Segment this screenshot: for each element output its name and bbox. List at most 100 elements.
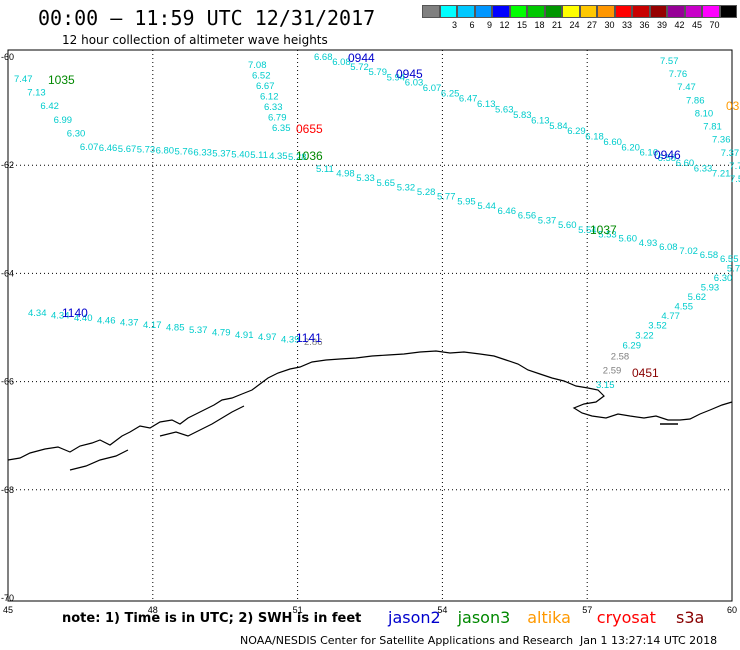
wave-height-label: 6.55 [720,254,739,265]
wave-height-label: 6.33 [694,163,713,174]
pass-time-label: 1036 [296,149,323,163]
wave-height-label: 6.56 [518,211,537,222]
legend-swatch [614,5,632,18]
wave-height-label: 5.37 [538,215,557,226]
wave-height-label: 6.67 [256,81,275,92]
lon-tick-label: 48 [148,605,158,615]
wave-height-label: 6.13 [477,99,496,110]
wave-height-label: 5.28 [417,187,436,198]
coastline [7,350,733,461]
wave-height-label: 4.77 [661,311,680,322]
pass-time-label: 0351 [726,99,740,113]
wave-height-label: 7.36 [712,135,731,146]
wave-height-label: 4.39 [281,335,300,346]
wave-height-label: 6.29 [567,126,586,137]
wave-height-label: 5.73 [137,145,156,156]
lon-tick-label: 54 [437,605,447,615]
coastline-inlet-2 [69,449,129,471]
wave-height-label: 6.33 [193,148,212,159]
legend-swatch [719,5,737,18]
legend-label: 33 [621,20,632,30]
wave-height-label: 5.95 [457,196,476,207]
wave-height-label: 6.29 [623,340,642,351]
wave-height-label: 7.58 [738,174,740,185]
satellite-legend-item: altika [527,608,571,627]
wave-height-label: 5.79 [369,67,388,78]
pass-time-label: 1037 [590,223,617,237]
pass-time-label: 0944 [348,51,375,65]
wave-height-label: 6.46 [498,206,517,217]
wave-height-label: 6.18 [585,132,604,143]
legend-label: 45 [691,20,702,30]
legend-label: 36 [639,20,650,30]
coastline-inlet [159,405,245,437]
pass-time-label: 1140 [62,306,88,320]
satellite-legend-item: jason2 [388,608,441,627]
wave-height-label: 5.72 [727,264,740,275]
wave-height-label: 4.37 [120,318,139,329]
lat-tick-label: -60 [1,52,14,62]
wave-height-label: 2.58 [611,351,630,362]
wave-height-label: 4.79 [212,327,231,338]
legend-label: 30 [604,20,615,30]
lon-tick-label: 51 [293,605,303,615]
wave-height-label: 7.37 [721,148,740,159]
wave-height-label: 4.46 [97,315,116,326]
wave-height-label: 7.76 [669,69,688,80]
wave-height-label: 2.86 [304,337,323,348]
wave-height-label: 6.30 [714,273,733,284]
wave-height-label: 5.53 [598,230,617,241]
wave-height-label: 6.60 [676,158,695,169]
wave-height-label: 7.7 [729,161,740,172]
legend-color-bar [422,5,740,18]
wave-height-label: 7.47 [677,82,696,93]
wave-height-label: 4.98 [336,169,355,180]
wave-height-label: 5.77 [437,192,456,203]
lat-tick-label: -66 [1,377,14,387]
wave-height-label: 6.99 [54,115,73,126]
wave-height-label: 7.47 [14,74,33,85]
wave-height-label: 3.52 [648,321,667,332]
wave-height-label: 4.91 [235,330,254,341]
legend-label: 3 [451,20,457,30]
wave-height-label: 5.62 [688,292,707,303]
legend-swatch [702,5,720,18]
wave-height-label: 6.33 [264,102,283,113]
legend-swatch [597,5,615,18]
map-frame [7,49,733,602]
pass-time-label: 0946 [654,148,681,162]
wave-height-label: 6.80 [156,146,175,157]
wave-height-label: 7.21 [712,169,731,180]
wave-height-label: 6.13 [531,115,550,126]
legend-label: 24 [569,20,580,30]
legend-label: 27 [586,20,597,30]
legend-swatch [457,5,475,18]
wave-height-label: 7.86 [686,95,705,106]
legend-swatch [544,5,562,18]
wave-height-label: 5.54 [578,225,597,236]
lon-tick-label: 57 [582,605,592,615]
pass-time-label: 0945 [396,67,423,81]
wave-height-label: 5.11 [316,164,334,175]
lon-tick-label: 45 [3,605,13,615]
wave-height-label: 4.55 [675,302,694,313]
lat-tick-label: -62 [1,160,14,170]
wave-height-label: 5.33 [356,173,375,184]
credit-text: NOAA/NESDIS Center for Satellite Applica… [240,634,574,647]
map-subtitle: 12 hour collection of altimeter wave hei… [62,33,328,47]
wave-height-label: 6.46 [99,143,118,154]
legend-swatch [684,5,702,18]
wave-height-label: 7.81 [703,122,722,133]
wave-height-label: 6.58 [700,250,719,261]
wave-height-label: 6.60 [603,137,622,148]
wave-height-label: 6.35 [272,123,291,134]
satellite-legend-item: s3a [676,608,705,627]
credit-timestamp: Jan 1 13:27:14 UTC 2018 [580,634,718,647]
legend-label: 70 [709,20,720,30]
legend-swatch [562,5,580,18]
wave-height-label: 5.76 [175,147,194,158]
wave-height-label: 7.57 [660,56,679,67]
